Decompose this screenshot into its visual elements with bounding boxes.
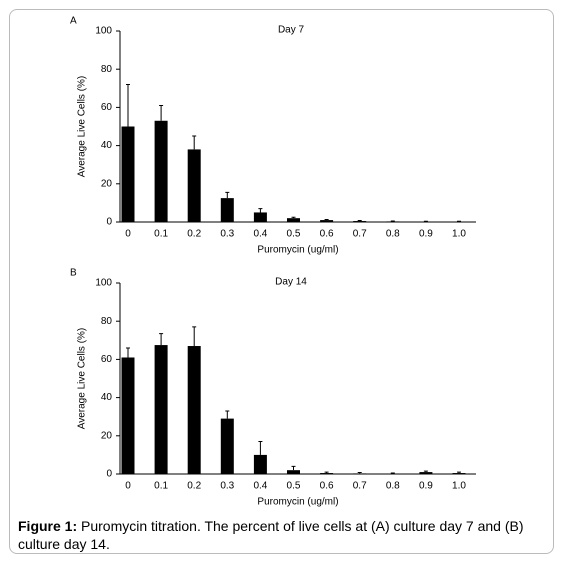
error-bar xyxy=(457,471,461,474)
x-tick-label: 0.2 xyxy=(187,229,201,240)
caption-text: Puromycin titration. The percent of live… xyxy=(18,518,524,552)
error-bar xyxy=(126,347,130,358)
y-axis-label: Average Live Cells (%) xyxy=(77,76,88,178)
caption: Figure 1: Puromycin titration. The perce… xyxy=(18,517,548,553)
error-bar xyxy=(357,219,362,222)
y-tick-label: 80 xyxy=(101,316,113,327)
error-bar xyxy=(324,471,329,474)
error-bar xyxy=(357,471,362,474)
x-tick-label: 1.0 xyxy=(452,481,466,492)
bar xyxy=(386,221,400,222)
y-tick-label: 20 xyxy=(101,178,113,189)
y-tick-label: 0 xyxy=(106,217,112,228)
x-tick-label: 0 xyxy=(125,481,131,492)
chart-title: Day 7 xyxy=(278,25,305,36)
bar xyxy=(353,221,367,222)
bar xyxy=(287,218,300,222)
x-tick-label: 0.7 xyxy=(353,229,367,240)
bar xyxy=(121,126,135,222)
y-tick-label: 60 xyxy=(101,354,113,365)
bar xyxy=(287,470,300,474)
x-tick-label: 1.0 xyxy=(452,229,466,240)
bar xyxy=(253,212,267,222)
y-tick-label: 40 xyxy=(101,140,113,151)
x-tick-label: 0.4 xyxy=(253,229,267,240)
error-bar xyxy=(291,216,296,219)
x-tick-label: 0.3 xyxy=(220,229,234,240)
bar xyxy=(320,473,334,474)
y-axis-label: Average Live Cells (%) xyxy=(77,328,88,430)
x-tick-label: 0.1 xyxy=(154,229,168,240)
charts: A Day 7 Average Live Cells (%) Puromycin (u… xyxy=(70,16,476,508)
error-bar xyxy=(390,472,395,474)
x-tick-label: 0 xyxy=(125,229,131,240)
error-bar xyxy=(126,83,130,127)
bar xyxy=(187,149,201,222)
x-tick-label: 0.9 xyxy=(419,229,433,240)
error-bar xyxy=(225,410,230,419)
bar xyxy=(154,120,168,222)
x-tick-label: 0.8 xyxy=(386,229,400,240)
x-tick-label: 0.1 xyxy=(154,481,168,492)
y-tick-label: 100 xyxy=(95,278,112,289)
x-tick-label: 0.9 xyxy=(419,481,433,492)
x-tick-label: 0.6 xyxy=(320,229,334,240)
x-tick-label: 0.7 xyxy=(353,481,367,492)
error-bar xyxy=(291,465,296,471)
error-bar xyxy=(159,333,164,346)
x-axis-label: Puromycin (ug/ml) xyxy=(257,497,338,508)
error-bar xyxy=(192,135,197,150)
y-tick-label: 0 xyxy=(106,469,112,480)
x-tick-label: 0.6 xyxy=(320,481,334,492)
bar xyxy=(320,220,334,222)
y-tick-label: 100 xyxy=(95,26,112,37)
error-bar xyxy=(225,191,230,199)
x-tick-label: 0.5 xyxy=(287,229,301,240)
bar xyxy=(353,473,367,474)
x-tick-label: 0.8 xyxy=(386,481,400,492)
error-bar xyxy=(324,219,329,221)
error-bar xyxy=(258,441,263,455)
x-axis-label: Puromycin (ug/ml) xyxy=(257,245,338,256)
frame xyxy=(9,9,554,554)
x-tick-label: 0.3 xyxy=(220,481,234,492)
error-bar xyxy=(423,470,428,473)
error-bar xyxy=(192,326,197,347)
x-tick-label: 0.2 xyxy=(187,481,201,492)
panel-label: A xyxy=(70,16,77,27)
error-bar xyxy=(258,208,263,213)
bar xyxy=(220,418,234,474)
y-tick-label: 60 xyxy=(101,102,113,113)
panel-label: B xyxy=(70,268,77,279)
chart-title: Day 14 xyxy=(275,277,307,288)
x-tick-label: 0.5 xyxy=(287,481,301,492)
caption-label: Figure 1: xyxy=(18,518,78,534)
error-bar xyxy=(159,104,164,121)
bar xyxy=(419,472,433,474)
bar xyxy=(253,454,267,474)
y-tick-label: 20 xyxy=(101,430,113,441)
bar xyxy=(220,198,234,222)
bar xyxy=(121,357,135,474)
bar xyxy=(154,345,168,474)
y-tick-label: 40 xyxy=(101,392,113,403)
x-tick-label: 0.4 xyxy=(253,481,267,492)
bar xyxy=(452,473,466,474)
y-tick-label: 80 xyxy=(101,64,113,75)
bar xyxy=(187,346,201,474)
